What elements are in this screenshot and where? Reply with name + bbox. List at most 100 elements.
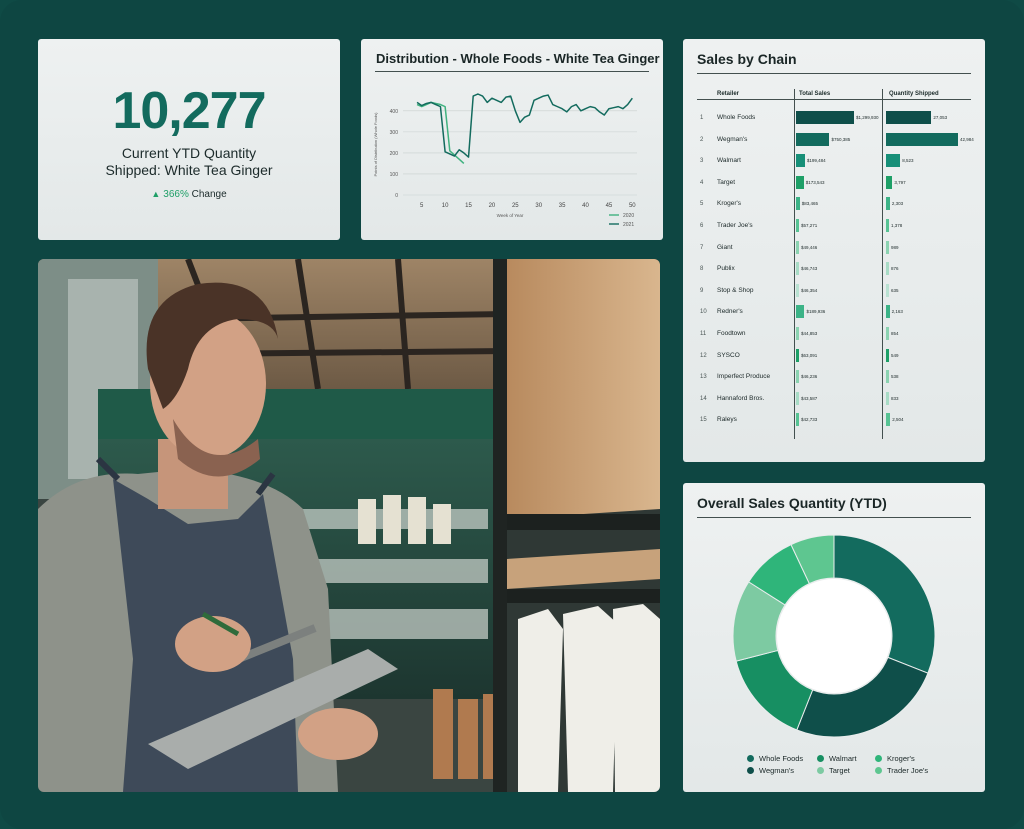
row-retailer: Publix — [717, 265, 735, 273]
sales-by-chain-rule — [697, 73, 971, 74]
total-sales-value: $173,543 — [805, 179, 825, 185]
row-rank: 13 — [700, 374, 707, 381]
quantity-shipped-value: 42,984 — [960, 136, 974, 142]
total-sales-bar — [796, 283, 799, 297]
legend-label: Target — [829, 766, 850, 775]
legend-label: Wegman's — [759, 766, 795, 775]
row-rank: 11 — [700, 331, 707, 337]
row-retailer: Target — [717, 178, 736, 186]
distribution-title-rule — [375, 71, 649, 72]
total-sales-value: $46,354 — [801, 287, 818, 293]
table-row: 15 Raleys $42,733 2,504 — [683, 413, 985, 434]
total-sales-value: $49,446 — [801, 244, 818, 250]
total-sales-bar — [796, 327, 799, 340]
row-rank: 2 — [700, 136, 704, 143]
row-retailer: Imperfect Produce — [717, 373, 771, 381]
row-rank: 8 — [700, 266, 704, 273]
total-sales-value: $1,299,930 — [856, 115, 879, 120]
row-retailer: Whole Foods — [717, 114, 756, 121]
total-sales-value: $750,385 — [831, 136, 851, 142]
distribution-line-chart: 0 100 200 300 400 5 10 15 20 25 30 35 40 45 50 Week of … — [373, 93, 637, 228]
quantity-shipped-bar — [886, 348, 889, 362]
total-sales-bar — [796, 111, 854, 124]
quantity-shipped-value: 27,053 — [933, 115, 948, 120]
total-sales-bar — [796, 240, 799, 254]
x-tick-label: 35 — [559, 203, 566, 209]
legend-dot — [875, 755, 882, 762]
row-rank: 1 — [700, 115, 704, 121]
quantity-shipped-bar — [886, 413, 891, 427]
sales-by-chain-card: Sales by Chain Retailer Total Sales Quan… — [683, 39, 985, 462]
row-retailer: SYSCO — [717, 351, 740, 359]
table-row: 11 Foodtown $44,853 854 — [683, 327, 985, 348]
row-retailer: Hannaford Bros. — [717, 394, 765, 402]
overall-sales-donut-chart — [732, 534, 936, 738]
row-retailer: Trader Joe's — [717, 222, 753, 229]
legend-label: Trader Joe's — [887, 766, 929, 775]
legend-label: Kroger's — [887, 754, 915, 763]
row-retailer: Walmart — [717, 157, 741, 165]
table-header-rule — [697, 99, 971, 100]
quantity-shipped-bar — [886, 370, 889, 384]
total-sales-value: $46,743 — [801, 266, 818, 272]
x-tick-label: 45 — [606, 203, 613, 209]
total-sales-bar — [796, 219, 799, 232]
total-sales-value: $189,936 — [806, 309, 826, 315]
quantity-shipped-value: 538 — [891, 374, 899, 380]
kpi-label-line1: Current YTD Quantity — [121, 145, 257, 161]
row-rank: 15 — [700, 417, 707, 424]
total-sales-bar — [796, 262, 799, 276]
kpi-value: 10,277 — [112, 82, 266, 140]
x-tick-label: 25 — [512, 203, 519, 209]
legend-label-2021: 2021 — [623, 222, 634, 228]
total-sales-bar — [796, 413, 799, 427]
kpi-label: Current YTD Quantity Shipped: White Tea … — [38, 145, 340, 179]
total-sales-bar — [796, 370, 799, 384]
y-tick-label: 200 — [390, 151, 399, 157]
row-rank: 6 — [700, 223, 704, 229]
legend-dot — [875, 767, 882, 774]
table-row: 5 Kroger's $83,465 2,303 — [683, 197, 985, 218]
table-row: 2 Wegman's $750,385 42,984 — [683, 132, 985, 154]
quantity-shipped-value: 854 — [891, 331, 899, 336]
row-retailer: Kroger's — [717, 200, 742, 208]
donut-slice-trader-joe-s — [790, 534, 835, 585]
table-row: 1 Whole Foods $1,299,930 27,053 — [683, 111, 985, 132]
quantity-shipped-value: 2,163 — [891, 309, 903, 315]
quantity-shipped-value: 876 — [891, 266, 899, 272]
total-sales-value: $199,484 — [806, 158, 826, 164]
row-rank: 9 — [700, 287, 704, 294]
x-tick-label: 5 — [420, 203, 424, 209]
table-row: 10 Redner's $189,936 2,163 — [683, 305, 985, 326]
kpi-change-percent: 366% — [163, 189, 189, 200]
row-retailer: Redner's — [717, 308, 743, 316]
donut-slice-whole-foods — [833, 534, 936, 674]
quantity-shipped-value: 549 — [891, 352, 899, 358]
col-header-quantity-shipped: Quantity Shipped — [889, 91, 939, 97]
total-sales-value: $43,587 — [801, 395, 818, 401]
legend-label-2020: 2020 — [623, 213, 634, 219]
y-tick-label: 300 — [390, 130, 399, 136]
row-retailer: Giant — [717, 243, 733, 251]
x-tick-label: 20 — [489, 203, 496, 209]
total-sales-value: $57,271 — [801, 223, 818, 228]
total-sales-bar — [796, 175, 804, 189]
quantity-shipped-value: 1,378 — [891, 223, 903, 228]
total-sales-value: $83,465 — [801, 201, 818, 207]
total-sales-value: $63,091 — [801, 352, 818, 358]
quantity-shipped-bar — [886, 240, 889, 254]
kpi-change: ▲ 366% Change — [38, 189, 340, 200]
total-sales-bar — [796, 391, 799, 405]
quantity-shipped-bar — [886, 219, 889, 232]
col-header-retailer: Retailer — [717, 91, 740, 97]
y-tick-label: 100 — [390, 172, 399, 178]
legend-label: Walmart — [829, 754, 857, 763]
total-sales-bar — [796, 132, 830, 146]
legend-dot — [747, 755, 754, 762]
legend-label: Whole Foods — [759, 754, 804, 763]
distribution-title: Distribution - Whole Foods - White Tea G… — [376, 51, 660, 66]
quantity-shipped-bar — [886, 111, 932, 124]
total-sales-bar — [796, 305, 805, 319]
row-retailer: Wegman's — [717, 135, 748, 143]
quantity-shipped-bar — [886, 132, 958, 146]
